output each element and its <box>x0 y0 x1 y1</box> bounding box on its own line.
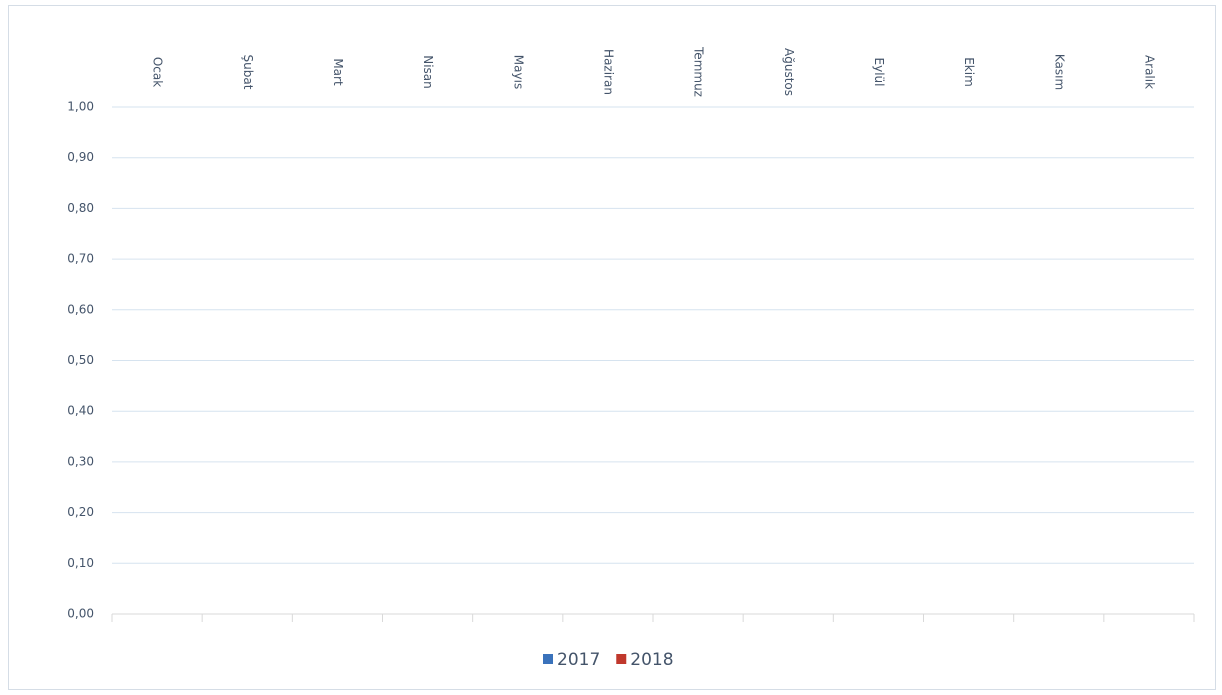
x-tick-label: Nisan <box>421 55 435 89</box>
y-tick-label: 0,20 <box>67 505 94 519</box>
x-tick-label: Temmuz <box>692 46 706 97</box>
y-tick-label: 0,10 <box>67 556 94 570</box>
y-tick-label: 1,00 <box>67 100 94 114</box>
x-tick-label: Mart <box>331 58 345 86</box>
y-tick-label: 0,00 <box>67 607 94 621</box>
legend-swatch <box>616 654 627 664</box>
legend-label: 2018 <box>630 650 673 670</box>
y-tick-label: 0,30 <box>67 454 94 468</box>
x-tick-label: Ekim <box>962 57 976 87</box>
y-tick-label: 0,90 <box>67 150 94 164</box>
y-tick-label: 0,40 <box>67 404 94 418</box>
chart-frame <box>8 5 1216 690</box>
x-tick-label: Haziran <box>601 49 615 95</box>
y-tick-label: 0,50 <box>67 353 94 367</box>
y-tick-label: 0,70 <box>67 252 94 266</box>
y-tick-label: 0,80 <box>67 201 94 215</box>
y-tick-label: 0,60 <box>67 302 94 316</box>
x-tick-label: Kasım <box>1052 54 1066 90</box>
x-tick-label: Şubat <box>241 55 255 90</box>
x-tick-label: Mayıs <box>511 55 525 89</box>
x-tick-label: Ocak <box>151 57 165 87</box>
x-tick-label: Ağustos <box>782 48 796 96</box>
x-tick-label: Eylül <box>872 58 886 87</box>
legend-swatch <box>543 654 553 664</box>
legend-label: 2017 <box>557 650 600 670</box>
x-tick-label: Aralık <box>1142 55 1156 89</box>
